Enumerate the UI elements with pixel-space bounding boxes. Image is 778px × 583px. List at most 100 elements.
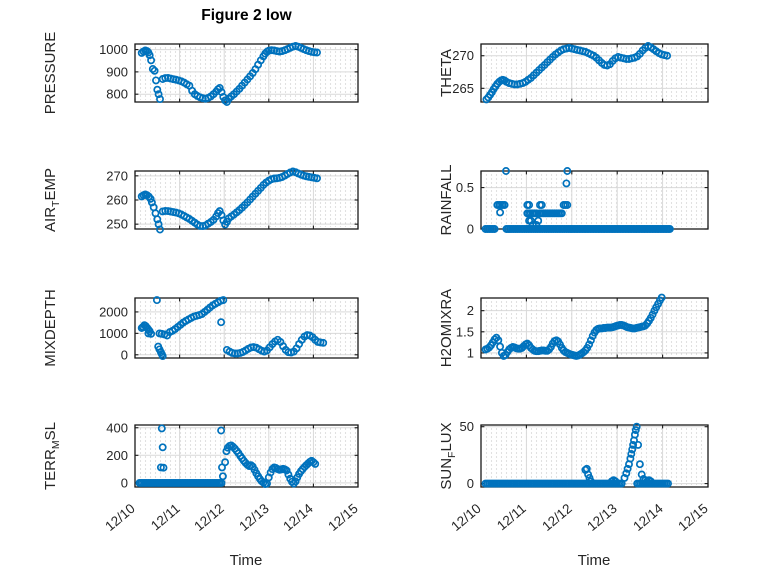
data-point-marker	[217, 318, 226, 327]
data-point-marker	[563, 167, 572, 175]
data-point-marker	[500, 201, 509, 209]
ylabel-subscript: T	[50, 200, 62, 207]
minor-grid	[137, 46, 356, 100]
minor-grid	[137, 427, 356, 485]
chart-pressure: 800 900 1000	[83, 30, 370, 116]
minor-grid	[483, 173, 706, 227]
y-tick-label: 0	[467, 476, 474, 491]
y-tick-label: 265	[452, 81, 474, 96]
plot-svg-sun_flux: 0 50	[460, 419, 709, 491]
data-point-marker	[526, 216, 535, 225]
data-point-marker	[496, 208, 505, 217]
y-axis-label-pressure: PRESSURE	[40, 18, 62, 128]
x-axis-title-right: Time	[577, 552, 611, 569]
y-tick-label: 1000	[99, 42, 128, 57]
data-point-marker	[288, 477, 296, 486]
y-tick-label: 250	[106, 217, 128, 232]
data-point-marker	[557, 209, 566, 218]
y-tick-label: 0	[467, 222, 474, 237]
data-point-marker	[562, 179, 571, 188]
data-point-marker	[628, 445, 637, 454]
minor-grid	[483, 427, 706, 485]
scatter-series	[137, 167, 321, 234]
plot-svg-theta: 265 270	[452, 42, 709, 104]
y-tick-label: 900	[106, 64, 128, 79]
data-point-marker	[310, 48, 319, 57]
data-point-marker	[623, 464, 632, 473]
data-point-marker	[153, 215, 162, 224]
chart-rainfall: 0 0.5	[429, 157, 720, 243]
data-point-marker	[291, 477, 300, 486]
ylabel-text: SUN	[438, 457, 455, 490]
data-point-marker	[311, 459, 320, 468]
scatter-series	[481, 167, 674, 233]
data-point-marker	[150, 66, 159, 75]
scatter-series	[135, 424, 320, 488]
data-point-marker	[537, 201, 546, 209]
data-point-marker	[528, 220, 537, 229]
data-point-marker	[313, 48, 321, 57]
ylabel-text: THETA	[438, 48, 455, 98]
data-point-marker	[156, 95, 164, 104]
chart-terr-msl: 0 200 400	[83, 411, 370, 501]
y-tick-label: 0	[121, 347, 128, 362]
data-point-marker	[534, 216, 543, 225]
ylabel-text: MIXDEPTH	[42, 289, 59, 367]
data-point-marker	[646, 477, 655, 486]
data-point-marker	[157, 424, 166, 433]
y-tick-label: 800	[106, 87, 128, 102]
data-point-marker	[152, 296, 161, 305]
data-point-marker	[663, 51, 672, 60]
chart-mixdepth: 0 1000 2000	[83, 284, 370, 372]
data-point-marker	[629, 440, 638, 449]
axes-box	[134, 424, 359, 488]
data-point-marker	[627, 450, 636, 458]
plot-svg-air_temp: 250 260 270	[106, 167, 359, 234]
chart-sun-flux: 0 50	[429, 411, 720, 501]
ylabel-text: EMP	[42, 168, 59, 201]
scatter-series	[482, 42, 672, 104]
x-tick-label: 12/11	[494, 500, 530, 534]
y-axis-label-air-temp: AIRTEMP	[40, 145, 62, 255]
data-point-marker	[622, 469, 631, 478]
data-point-marker	[313, 174, 321, 183]
plot-svg-pressure: 800 900 1000	[99, 42, 359, 106]
data-point-marker	[664, 479, 672, 488]
data-point-marker	[665, 225, 674, 233]
data-point-marker	[525, 201, 534, 209]
data-point-marker	[586, 336, 595, 345]
scatter-series	[137, 42, 321, 106]
y-tick-label: 1.5	[456, 324, 474, 339]
data-point-marker	[158, 352, 167, 361]
data-point-marker	[159, 463, 168, 472]
data-point-marker	[215, 83, 224, 92]
ylabel-subscript: F	[446, 451, 458, 458]
data-point-marker	[282, 466, 291, 475]
axes-box	[134, 297, 359, 359]
axes-box	[480, 43, 709, 103]
axes-box	[480, 297, 709, 359]
data-point-marker	[585, 340, 594, 349]
ylabel-text: H2OMIXRA	[438, 288, 455, 368]
data-point-marker	[217, 426, 226, 435]
ylabel-text: AIR	[42, 206, 59, 232]
data-point-marker	[156, 225, 164, 234]
x-tick-label: 12/10	[102, 500, 138, 534]
data-point-marker	[147, 56, 156, 65]
y-tick-label: 2	[467, 303, 474, 318]
scatter-series	[137, 296, 328, 361]
axes-box	[134, 43, 359, 103]
x-tick-label: 12/11	[147, 500, 183, 534]
data-point-marker	[284, 470, 293, 479]
plot-svg-h2omixra: 11.52	[456, 293, 709, 360]
data-point-marker	[490, 225, 499, 233]
ylabel-text: LUX	[438, 422, 455, 452]
data-point-marker	[502, 167, 510, 175]
y-tick-label: 0.5	[456, 180, 474, 195]
y-axis-label-mixdepth: MIXDEPTH	[40, 273, 62, 383]
y-axis-label-rainfall: RAINFALL	[436, 145, 458, 255]
data-point-marker	[630, 430, 639, 439]
ylabel-text: RAINFALL	[438, 164, 455, 236]
ylabel-text: TERR	[42, 449, 59, 490]
data-point-marker	[218, 472, 227, 481]
